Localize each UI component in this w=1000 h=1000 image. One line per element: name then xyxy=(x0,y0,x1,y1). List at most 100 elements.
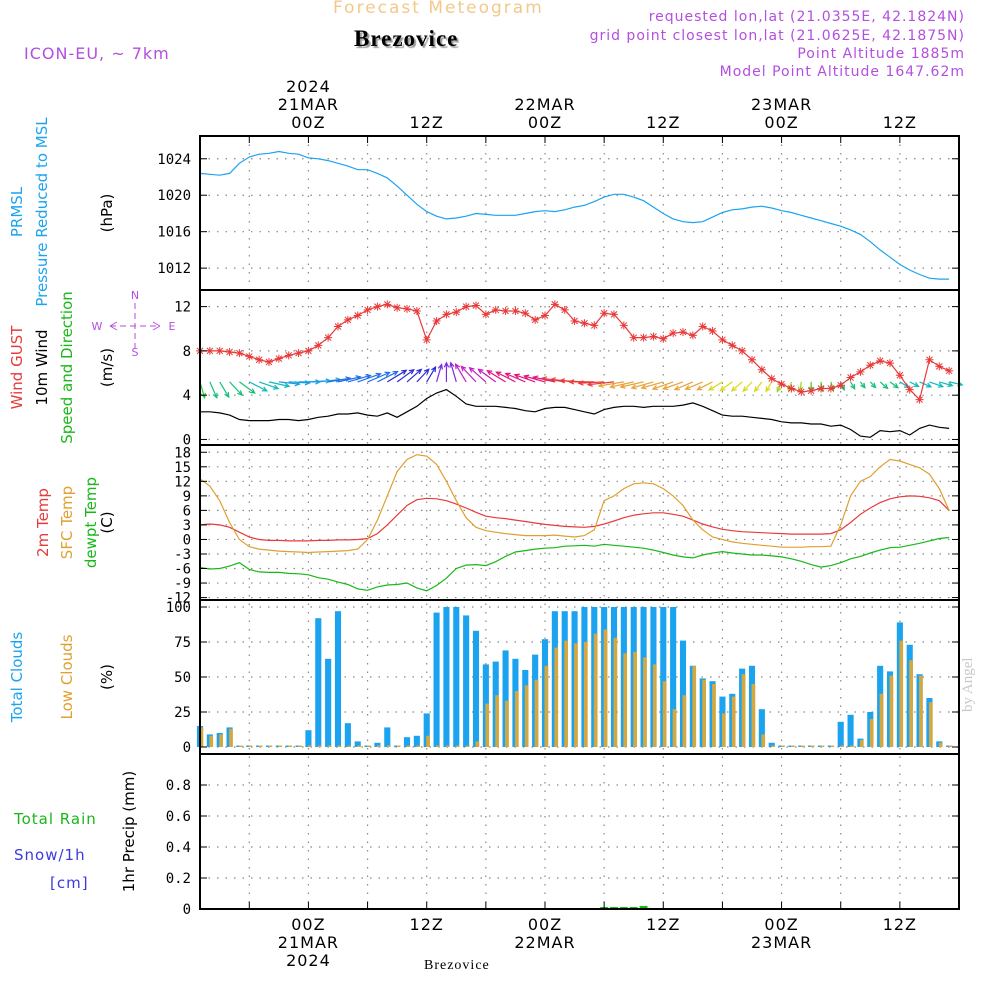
gust-marker xyxy=(856,367,865,376)
grid-layer xyxy=(200,136,959,910)
total-cloud-bar xyxy=(403,737,411,747)
wind-vector xyxy=(357,373,381,383)
wind-vector-head xyxy=(495,371,502,377)
y-unit-label: (hPa) xyxy=(98,194,116,233)
panel-frame xyxy=(199,135,960,291)
bottom-time-label: 23MAR xyxy=(751,933,812,952)
top-time-label: 12Z xyxy=(883,113,917,132)
y-unit-label: 1hr Precip (mm) xyxy=(120,771,138,892)
rain-bar xyxy=(639,905,648,909)
low-cloud-bar xyxy=(662,681,667,747)
10m-wind-line xyxy=(200,388,950,438)
gust-marker xyxy=(324,333,333,342)
gust-marker xyxy=(373,302,382,311)
gust-marker xyxy=(235,349,244,358)
gust-marker xyxy=(442,310,451,319)
wind-vector xyxy=(620,381,644,388)
ytick-label: 0.8 xyxy=(166,778,191,794)
low-cloud-bar xyxy=(199,727,204,747)
low-cloud-bar xyxy=(238,745,243,747)
gust-marker xyxy=(649,332,658,341)
wind-vector xyxy=(799,381,802,392)
low-cloud-bar xyxy=(623,653,628,747)
low-cloud-bar xyxy=(505,700,509,747)
wind-vector xyxy=(685,381,703,390)
low-cloud-bar xyxy=(613,637,618,747)
gust-marker xyxy=(560,305,569,314)
gust-marker xyxy=(403,304,411,313)
low-cloud-bar xyxy=(869,719,874,747)
side-label: Total Rain xyxy=(13,810,97,828)
wind-vector xyxy=(450,362,457,383)
gust-marker xyxy=(876,356,885,365)
top-time-label: 2024 xyxy=(286,77,331,96)
low-cloud-bar xyxy=(859,740,864,747)
gust-marker xyxy=(304,346,313,355)
wind-vector xyxy=(598,381,624,387)
low-cloud-bar xyxy=(850,745,854,747)
ytick-label: 4 xyxy=(183,388,191,404)
wind-vector xyxy=(396,369,415,383)
panel-frame xyxy=(199,753,960,910)
wind-vector xyxy=(469,367,487,383)
gust-marker xyxy=(807,386,816,395)
total-cloud-bar xyxy=(315,618,322,747)
low-cloud-bar xyxy=(337,745,342,747)
gust-marker xyxy=(491,305,500,314)
wind-vector xyxy=(337,376,361,383)
low-cloud-bar xyxy=(564,640,568,747)
side-label: 10m Wind xyxy=(33,329,51,405)
top-time-label: 00Z xyxy=(528,113,562,132)
wind-vector-head xyxy=(937,382,945,388)
gust-marker xyxy=(501,307,510,316)
wind-vector-head xyxy=(273,384,280,390)
ytick-label: 1020 xyxy=(157,188,191,204)
dewpt-temp-line xyxy=(199,536,950,592)
wind-vector xyxy=(939,381,953,387)
gust-marker xyxy=(777,380,786,389)
gust-marker xyxy=(462,302,471,311)
low-cloud-bar xyxy=(248,745,253,747)
gust-marker xyxy=(679,328,687,337)
wind-vector-head xyxy=(753,386,760,393)
wind-vector-head xyxy=(392,370,399,376)
wind-vector-head xyxy=(416,368,423,375)
gust-marker xyxy=(886,359,894,368)
ytick-label: 12 xyxy=(174,474,191,490)
low-cloud-bar xyxy=(899,640,904,747)
wind-vector xyxy=(219,381,230,398)
low-cloud-bar xyxy=(376,745,381,747)
low-cloud-bar xyxy=(445,745,450,747)
side-label: dewpt Temp xyxy=(82,477,100,568)
top-time-label: 00Z xyxy=(291,113,325,132)
low-cloud-bar xyxy=(790,745,795,747)
requested-coords: requested lon,lat (21.0355E, 42.1824N) xyxy=(648,9,965,25)
bottom-time-label: 12Z xyxy=(646,915,680,934)
data-layer xyxy=(196,150,964,909)
wind-vector xyxy=(268,381,290,387)
wind-vector-head xyxy=(443,361,450,368)
wind-vector xyxy=(328,377,351,383)
total-cloud-bar xyxy=(433,612,440,747)
model-point-altitude: Model Point Altitude 1647.62m xyxy=(719,64,965,80)
wind-vector-head xyxy=(477,368,484,375)
wind-vector xyxy=(524,375,546,383)
wind-vector-head xyxy=(540,376,548,382)
ytick-label: 0.4 xyxy=(166,840,191,856)
low-cloud-bar xyxy=(436,745,440,747)
side-label: Total Clouds xyxy=(8,632,26,724)
gust-marker xyxy=(610,310,618,319)
low-cloud-bar xyxy=(426,735,430,747)
gust-marker xyxy=(629,333,638,342)
grid-point-coords: grid point closest lon,lat (21.0625E, 42… xyxy=(589,28,965,44)
wind-vector xyxy=(720,381,733,391)
model-label: ICON-EU, ~ 7km xyxy=(24,44,170,63)
total-cloud-bar xyxy=(463,615,470,747)
wind-vector xyxy=(731,381,743,392)
total-cloud-bar xyxy=(679,640,687,747)
total-cloud-bar xyxy=(837,721,844,747)
side-label: PRMSL xyxy=(8,186,26,237)
total-cloud-bar xyxy=(384,727,391,747)
total-cloud-bar xyxy=(305,730,312,747)
bottom-time-label: 12Z xyxy=(883,915,917,934)
